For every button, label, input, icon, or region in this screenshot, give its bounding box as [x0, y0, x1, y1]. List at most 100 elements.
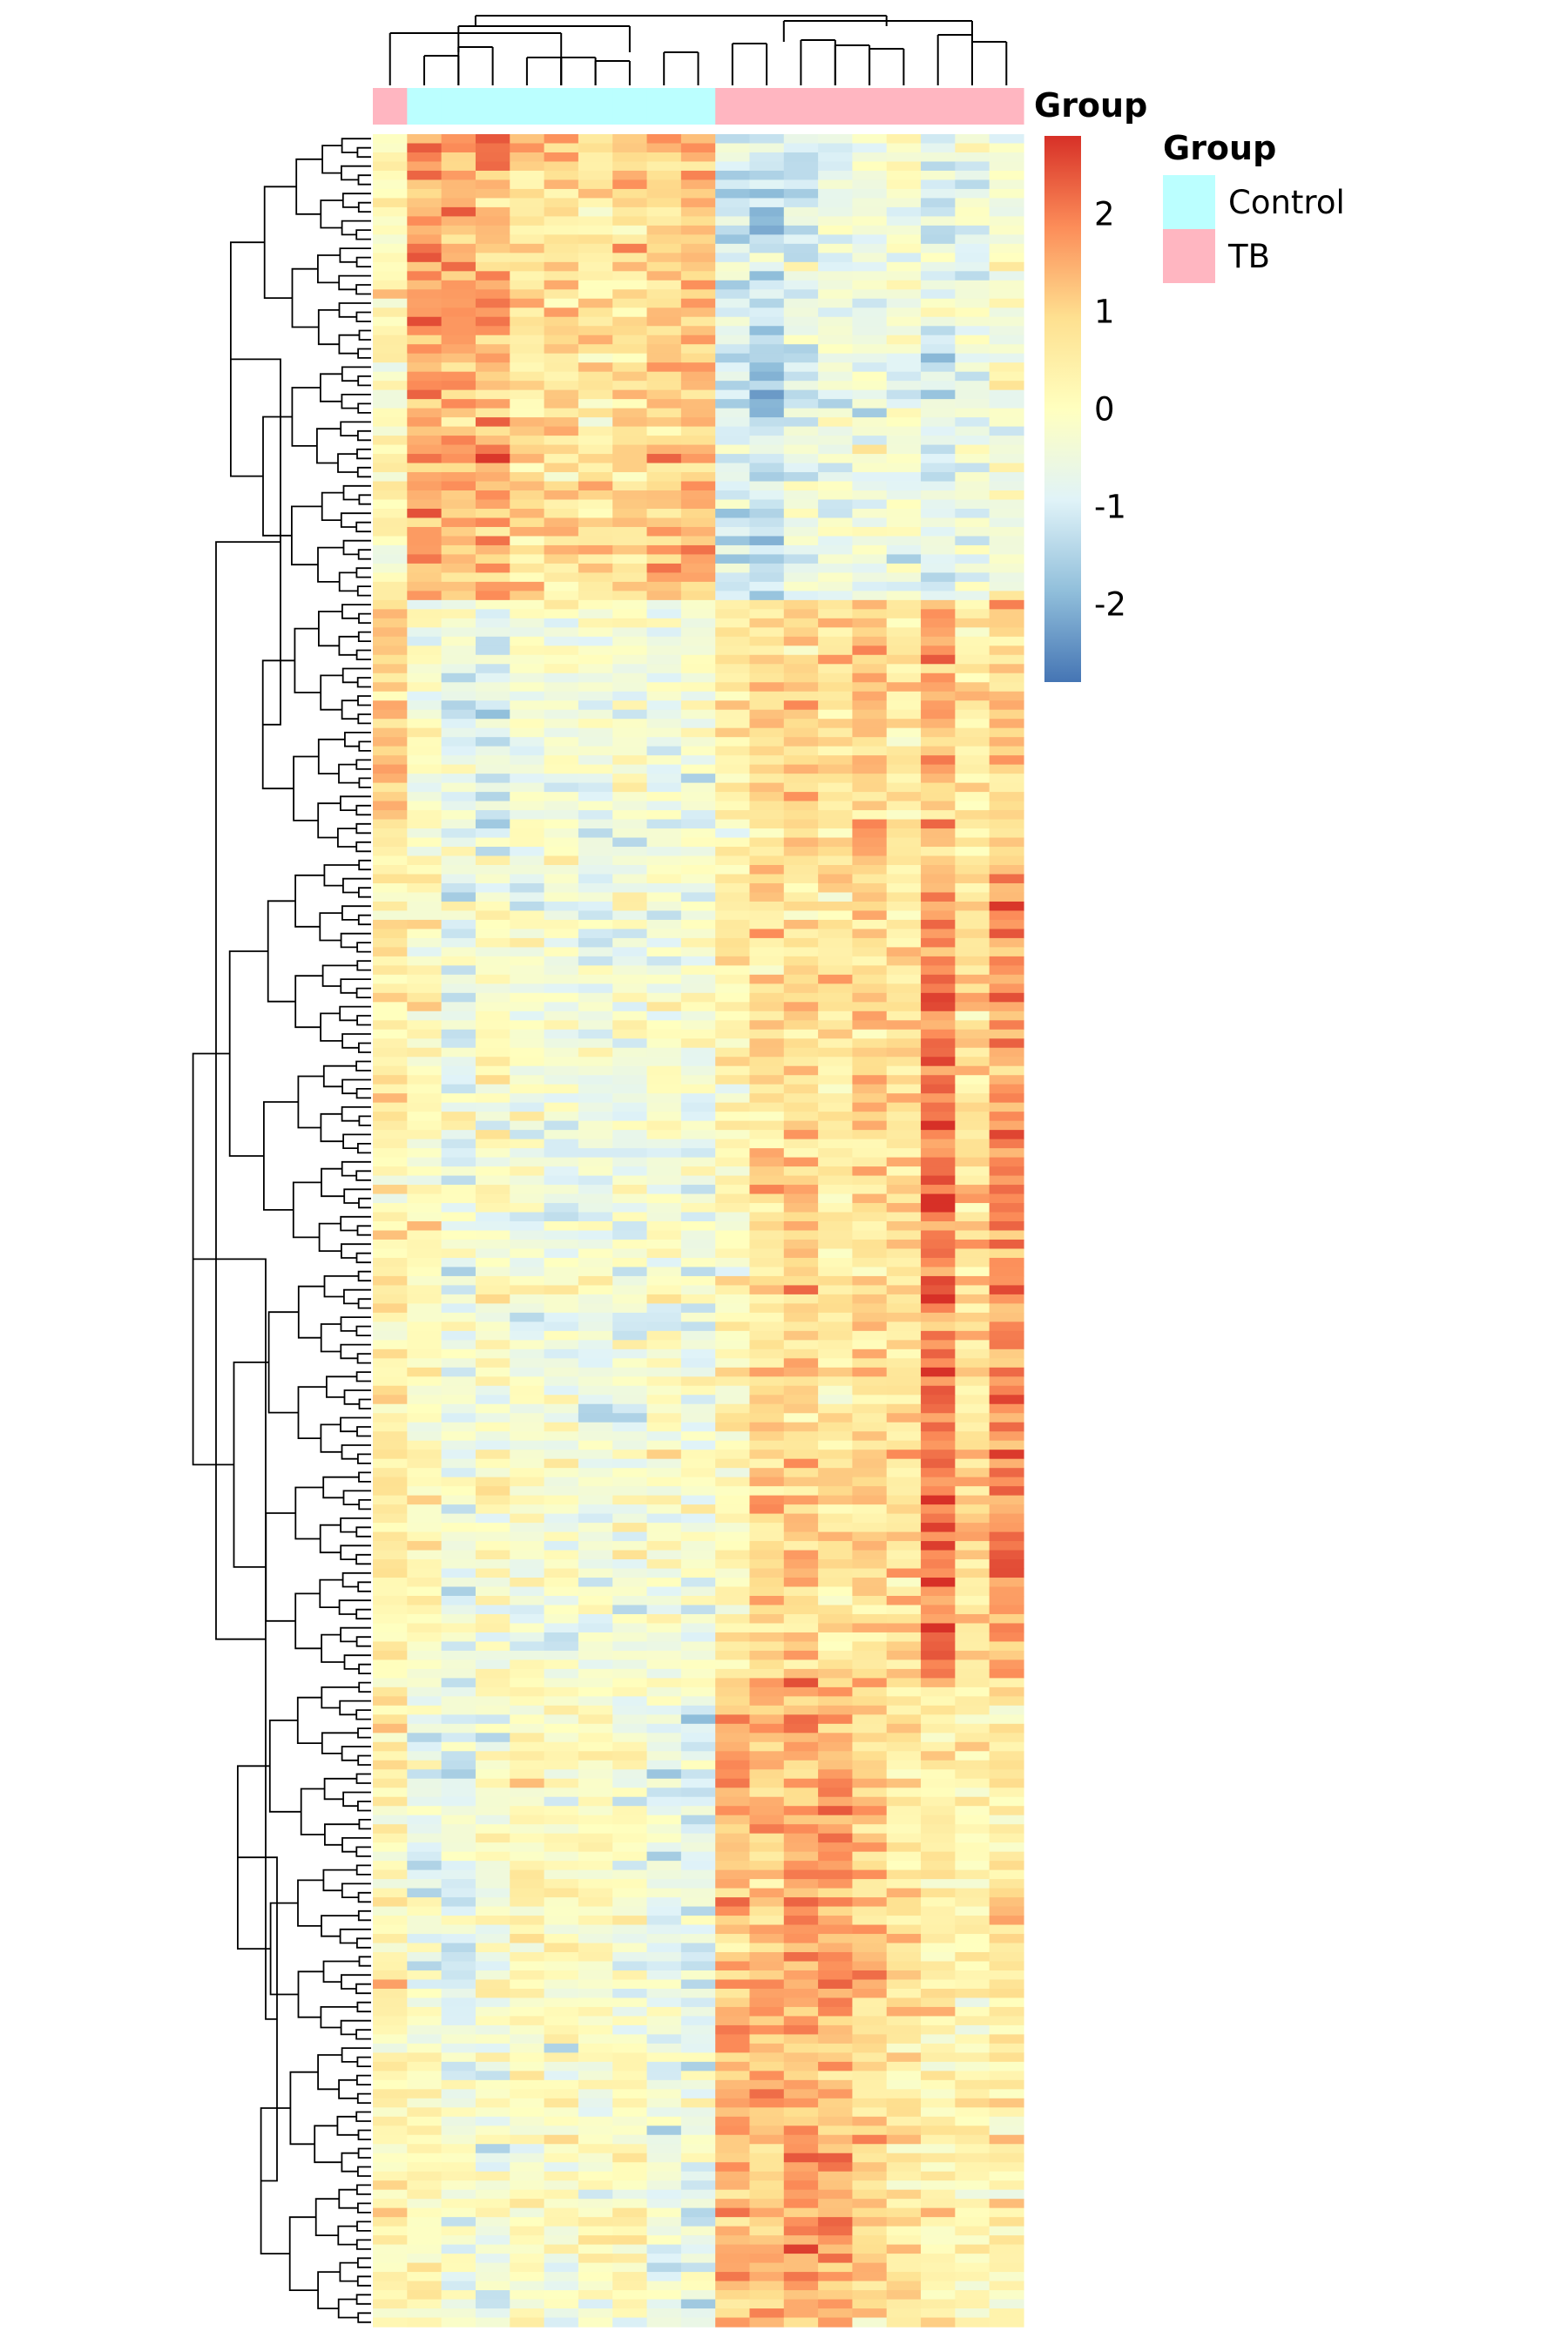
heatmap-cell: [989, 2126, 1024, 2136]
heatmap-cell: [715, 691, 751, 701]
heatmap-cell: [441, 636, 476, 646]
heatmap-cell: [989, 1102, 1024, 1112]
heatmap-cell: [955, 2016, 990, 2026]
heatmap-cell: [544, 1586, 579, 1597]
heatmap-cell: [783, 1796, 819, 1807]
heatmap-cell: [578, 389, 613, 400]
heatmap-cell: [544, 1678, 579, 1688]
heatmap-cell: [715, 1678, 751, 1688]
heatmap-cell: [612, 727, 648, 738]
heatmap-cell: [612, 1979, 648, 1990]
dendrogram-branch: [319, 912, 342, 942]
heatmap-cell: [818, 855, 854, 866]
heatmap-cell: [921, 1605, 956, 1615]
heatmap-cell: [749, 1970, 785, 1981]
heatmap-cell: [955, 810, 990, 821]
heatmap-cell: [475, 700, 510, 711]
heatmap-cell: [441, 1531, 476, 1542]
heatmap-cell: [715, 1047, 751, 1058]
heatmap-cell: [646, 2116, 682, 2126]
heatmap-cell: [407, 1861, 443, 1871]
heatmap-cell: [544, 2317, 579, 2328]
heatmap-cell: [612, 1943, 648, 1953]
heatmap-cell: [989, 1568, 1024, 1578]
heatmap-cell: [818, 399, 854, 409]
heatmap-cell: [783, 1120, 819, 1131]
heatmap-cell: [783, 1659, 819, 1670]
heatmap-cell: [680, 417, 716, 428]
heatmap-cell: [612, 1961, 648, 1971]
heatmap-cell: [818, 2207, 854, 2218]
heatmap-cell: [886, 526, 922, 537]
heatmap-cell: [475, 353, 510, 363]
heatmap-cell: [715, 335, 751, 345]
heatmap-cell: [886, 1513, 922, 1524]
heatmap-cell: [749, 1193, 785, 1204]
heatmap-cell: [955, 2199, 990, 2209]
heatmap-cell: [715, 1714, 751, 1725]
heatmap-cell: [612, 206, 648, 217]
heatmap-cell: [715, 1385, 751, 1396]
heatmap-cell: [407, 1275, 443, 1287]
heatmap-cell: [612, 326, 648, 336]
heatmap-cell: [921, 1513, 956, 1524]
heatmap-cell: [475, 508, 510, 519]
heatmap-cell: [544, 1550, 579, 1560]
heatmap-cell: [886, 2024, 922, 2035]
heatmap-cell: [955, 1112, 990, 1122]
heatmap-cell: [646, 344, 682, 355]
heatmap-cell: [646, 2244, 682, 2254]
heatmap-cell: [578, 454, 613, 464]
heatmap-cell: [989, 1961, 1024, 1971]
heatmap-cell: [544, 581, 579, 591]
heatmap-cell: [510, 2134, 545, 2145]
heatmap-cell: [955, 1806, 990, 1816]
heatmap-cell: [852, 764, 888, 774]
heatmap-cell: [818, 645, 854, 656]
heatmap-cell: [749, 645, 785, 656]
heatmap-cell: [680, 1139, 716, 1149]
heatmap-cell: [441, 2244, 476, 2254]
heatmap-cell: [886, 2079, 922, 2090]
heatmap-cell: [955, 1778, 990, 1788]
heatmap-cell: [612, 1723, 648, 1734]
heatmap-cell: [715, 261, 751, 272]
heatmap-cell: [818, 572, 854, 583]
heatmap-cell: [612, 1568, 648, 1578]
heatmap-cell: [578, 1047, 613, 1058]
heatmap-cell: [510, 2061, 545, 2072]
heatmap-cell: [475, 1193, 510, 1204]
heatmap-cell: [441, 1203, 476, 1213]
heatmap-cell: [749, 2071, 785, 2081]
heatmap-cell: [989, 1559, 1024, 1570]
heatmap-cell: [818, 937, 854, 948]
heatmap-cell: [818, 1038, 854, 1049]
heatmap-cell: [680, 572, 716, 583]
heatmap-cell: [578, 188, 613, 199]
heatmap-cell: [680, 1203, 716, 1213]
heatmap-cell: [578, 381, 613, 391]
heatmap-cell: [852, 1257, 888, 1268]
heatmap-cell: [578, 316, 613, 327]
heatmap-cell: [510, 2281, 545, 2291]
heatmap-cell: [646, 2061, 682, 2072]
heatmap-cell: [715, 234, 751, 245]
heatmap-cell: [921, 581, 956, 591]
heatmap-cell: [818, 1979, 854, 1990]
heatmap-cell: [646, 792, 682, 802]
heatmap-cell: [407, 1806, 443, 1816]
heatmap-cell: [783, 1340, 819, 1350]
heatmap-cell: [783, 2134, 819, 2145]
heatmap-cell: [715, 709, 751, 720]
heatmap-cell: [715, 2299, 751, 2309]
heatmap-cell: [612, 929, 648, 939]
heatmap-cell: [441, 664, 476, 674]
heatmap-cell: [373, 1422, 408, 1432]
heatmap-cell: [441, 1788, 476, 1798]
heatmap-cell: [852, 1120, 888, 1131]
heatmap-cell: [612, 1450, 648, 1460]
heatmap-cell: [886, 1659, 922, 1670]
heatmap-cell: [955, 1330, 990, 1341]
dendrogram-branch: [320, 1112, 344, 1143]
heatmap-cell: [749, 746, 785, 756]
